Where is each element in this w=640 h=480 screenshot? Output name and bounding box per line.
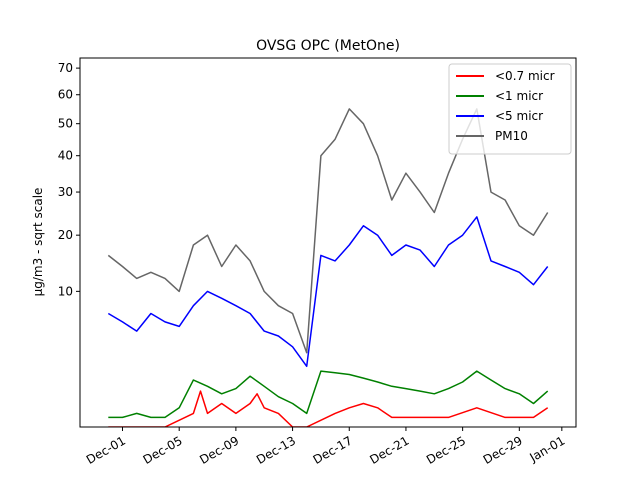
chart-title: OVSG OPC (MetOne) [256, 38, 400, 54]
legend-label: <5 micr [495, 109, 543, 123]
y-tick-label: 20 [58, 228, 73, 242]
y-axis: 10 20 30 40 50 60 70 [58, 61, 80, 298]
legend-label: <0.7 micr [495, 69, 555, 83]
series-line-1-micr [108, 370, 549, 419]
legend-box [448, 63, 572, 155]
series-line-5-micr [107, 216, 549, 368]
legend-label: <1 micr [495, 89, 543, 103]
y-tick-label: 60 [58, 88, 73, 102]
legend: <0.7 micr <1 micr <5 micr PM10 [448, 63, 572, 155]
y-axis-label: µg/m3 - sqrt scale [31, 188, 45, 297]
y-tick-label: 30 [58, 185, 73, 199]
plot-area-frame [79, 57, 577, 428]
legend-label: PM10 [495, 129, 528, 143]
y-tick-label: 10 [58, 284, 73, 298]
y-tick-label: 50 [58, 117, 73, 131]
y-tick-label: 40 [58, 149, 73, 163]
series-line-0-7-micr [108, 390, 549, 427]
y-tick-label: 70 [58, 61, 73, 75]
